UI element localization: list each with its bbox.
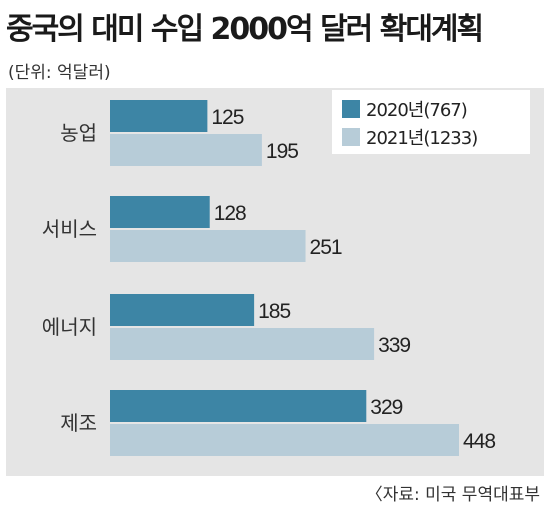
data-label: 251 xyxy=(310,236,342,259)
chart-title: 중국의 대미 수입 2000억 달러 확대계획 xyxy=(6,12,484,47)
bar-2021 xyxy=(110,230,306,262)
legend-box xyxy=(332,90,530,154)
bar-2020 xyxy=(110,294,255,326)
bar-2021 xyxy=(110,328,375,360)
category-label: 에너지 xyxy=(42,315,97,339)
legend-label: 2021년(1233) xyxy=(366,128,477,149)
legend-swatch xyxy=(342,100,360,118)
source-note: 〈자료: 미국 무역대표부 xyxy=(365,485,540,505)
data-label: 448 xyxy=(463,430,495,453)
bar-2020 xyxy=(110,100,208,132)
bar-2020 xyxy=(110,390,367,422)
category-label: 서비스 xyxy=(42,217,97,241)
data-label: 195 xyxy=(266,140,298,163)
category-label: 제조 xyxy=(60,411,97,435)
bar-2021 xyxy=(110,424,459,456)
data-label: 125 xyxy=(211,106,243,129)
unit-note: (단위: 억달러) xyxy=(8,63,111,83)
data-label: 339 xyxy=(378,334,410,357)
legend-swatch xyxy=(342,128,360,146)
legend-label: 2020년(767) xyxy=(366,100,467,121)
data-label: 185 xyxy=(258,300,290,323)
data-label: 128 xyxy=(214,202,246,225)
data-label: 329 xyxy=(370,396,402,419)
bar-2021 xyxy=(110,134,262,166)
category-label: 농업 xyxy=(60,121,97,145)
bar-2020 xyxy=(110,196,210,228)
